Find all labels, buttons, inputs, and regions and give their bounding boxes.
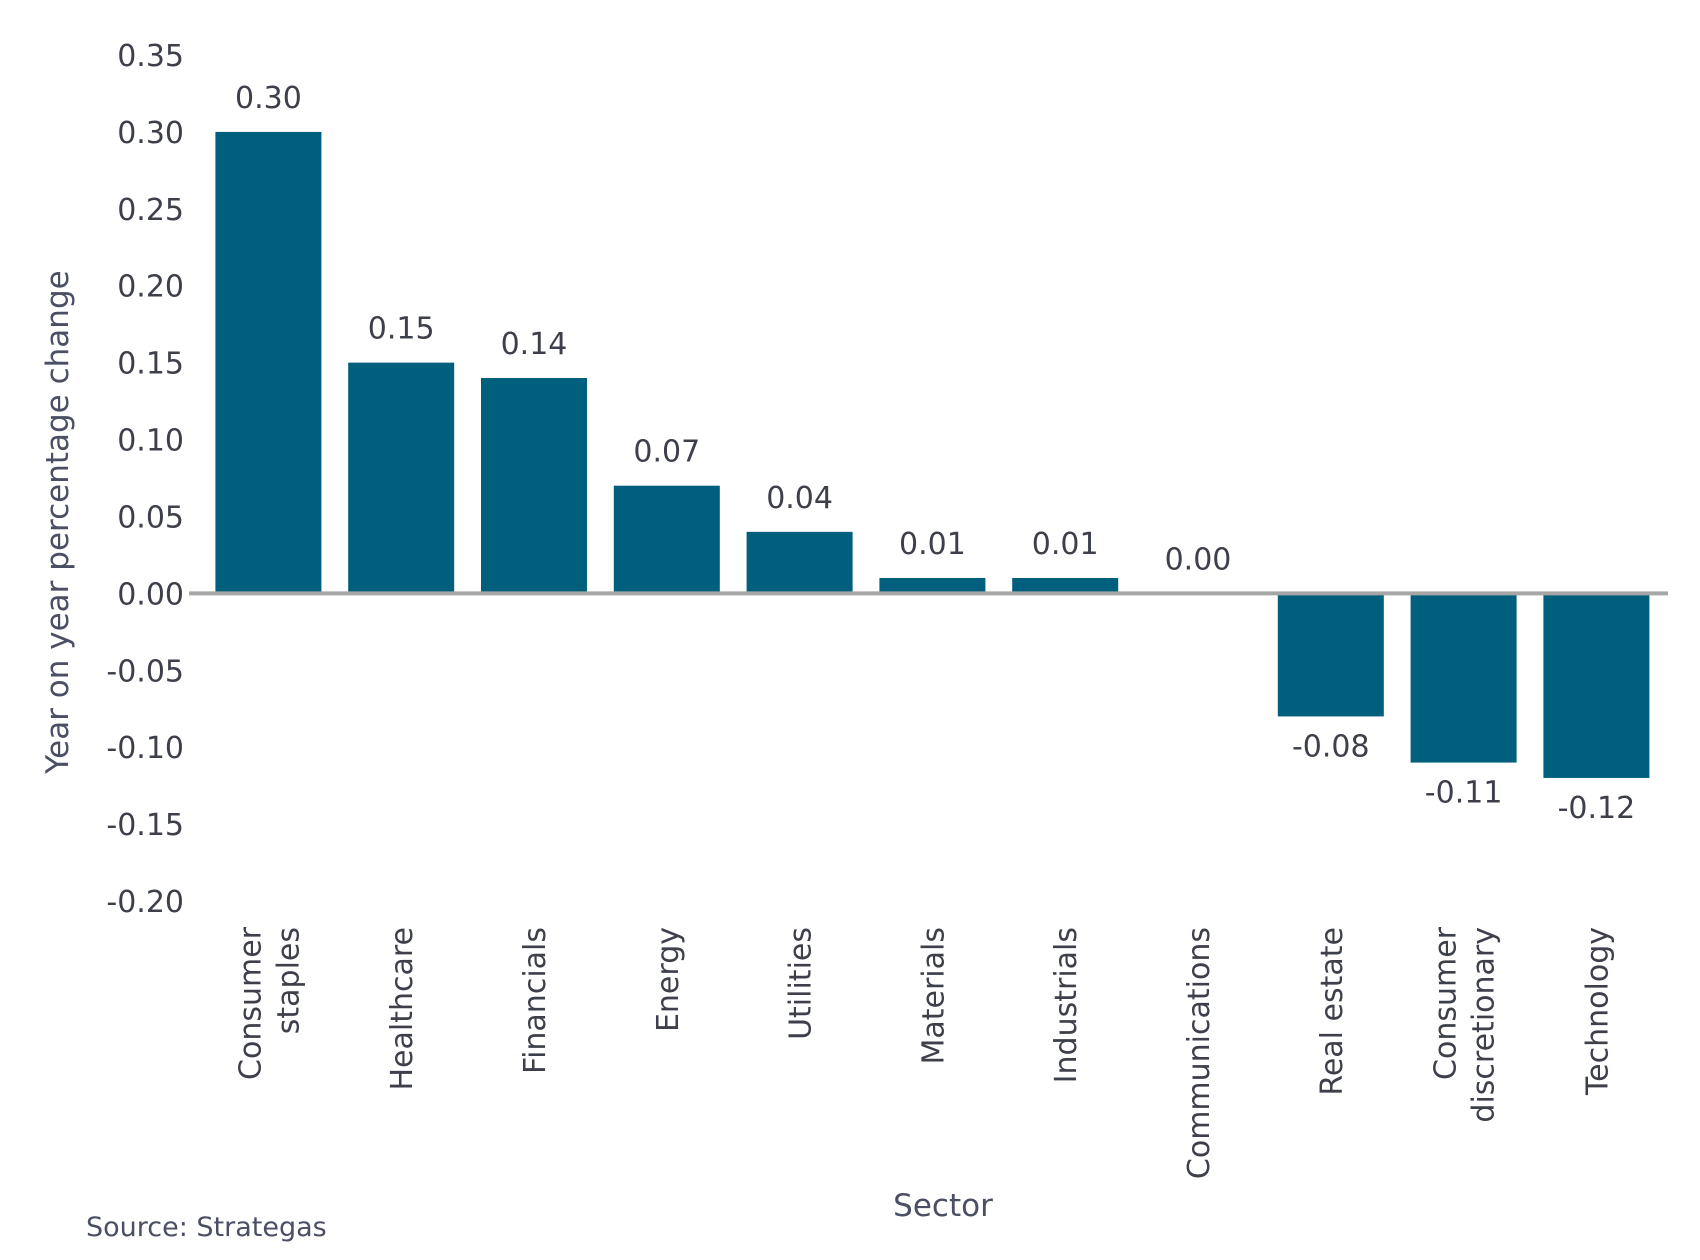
category-label-line: Utilities xyxy=(784,927,819,1040)
y-tick-label: 0.20 xyxy=(117,270,184,305)
bar xyxy=(1277,593,1384,717)
y-tick-label: -0.15 xyxy=(106,808,184,843)
x-axis-title: Sector xyxy=(893,1188,993,1224)
category-label-line: Industrials xyxy=(1049,927,1084,1083)
category-label: Financials xyxy=(518,927,553,1074)
bar xyxy=(348,362,455,594)
category-labels-group: Consumer staples Healthcare Financials Energ… xyxy=(233,926,1615,1179)
category-label: Consumer discretionary xyxy=(1429,926,1502,1122)
bar xyxy=(613,485,720,594)
bars-group xyxy=(215,131,1650,778)
bar xyxy=(481,378,587,594)
bar xyxy=(1543,593,1650,778)
data-label: -0.11 xyxy=(1425,776,1503,811)
category-label: Consumer staples xyxy=(233,926,306,1080)
y-tick-label: 0.00 xyxy=(117,577,184,612)
category-label-line: discretionary xyxy=(1467,927,1502,1123)
y-tick-label: -0.10 xyxy=(106,731,184,766)
category-label-line: Financials xyxy=(518,927,553,1074)
category-label: Healthcare xyxy=(385,927,420,1091)
source-note: Source: Strategas xyxy=(86,1212,327,1243)
y-tick-label: 0.35 xyxy=(117,39,184,74)
category-label: Materials xyxy=(916,927,951,1065)
category-label-line: staples xyxy=(271,927,306,1034)
category-label: Utilities xyxy=(784,927,819,1040)
data-label: -0.08 xyxy=(1292,729,1370,764)
category-label-line: Technology xyxy=(1580,927,1615,1096)
y-tick-label: -0.20 xyxy=(106,885,184,920)
bar xyxy=(746,531,853,594)
category-label: Real estate xyxy=(1315,927,1350,1096)
data-label: 0.15 xyxy=(368,312,435,347)
data-label: -0.12 xyxy=(1558,791,1636,826)
data-label: 0.07 xyxy=(633,435,700,470)
category-label-line: Consumer xyxy=(1429,926,1464,1080)
y-axis-title: Year on year percentage change xyxy=(40,270,76,774)
data-label: 0.01 xyxy=(899,527,966,562)
category-label-line: Healthcare xyxy=(385,927,420,1091)
category-label-line: Communications xyxy=(1182,927,1217,1179)
bar xyxy=(1012,577,1119,594)
y-axis-ticks: 0.35 0.30 0.25 0.20 0.15 0.10 0.05 0.00 -0.05 -0.… xyxy=(106,39,184,920)
y-tick-label: -0.05 xyxy=(106,654,184,689)
data-label: 0.14 xyxy=(501,327,568,362)
category-label-line: Materials xyxy=(916,927,951,1065)
bar xyxy=(879,577,986,594)
data-label: 0.00 xyxy=(1165,542,1232,577)
data-label: 0.04 xyxy=(766,481,833,516)
category-label: Industrials xyxy=(1049,927,1084,1083)
data-label: 0.01 xyxy=(1032,527,1099,562)
y-tick-label: 0.25 xyxy=(117,193,184,228)
data-label: 0.30 xyxy=(235,81,302,116)
y-tick-label: 0.15 xyxy=(117,347,184,382)
bar xyxy=(1410,593,1517,763)
data-labels-group: 0.30 0.15 0.14 0.07 0.04 0.01 0.01 0.00 -0.08 -0.… xyxy=(235,81,1635,826)
category-label-line: Consumer xyxy=(233,926,268,1080)
category-label-line: Energy xyxy=(651,927,686,1032)
category-label-line: Real estate xyxy=(1315,927,1350,1096)
y-tick-label: 0.30 xyxy=(117,116,184,151)
y-tick-label: 0.10 xyxy=(117,424,184,459)
category-label: Communications xyxy=(1182,927,1217,1179)
category-label: Energy xyxy=(651,927,686,1032)
y-tick-label: 0.05 xyxy=(117,500,184,535)
category-label: Technology xyxy=(1580,927,1615,1096)
bar xyxy=(215,131,322,594)
